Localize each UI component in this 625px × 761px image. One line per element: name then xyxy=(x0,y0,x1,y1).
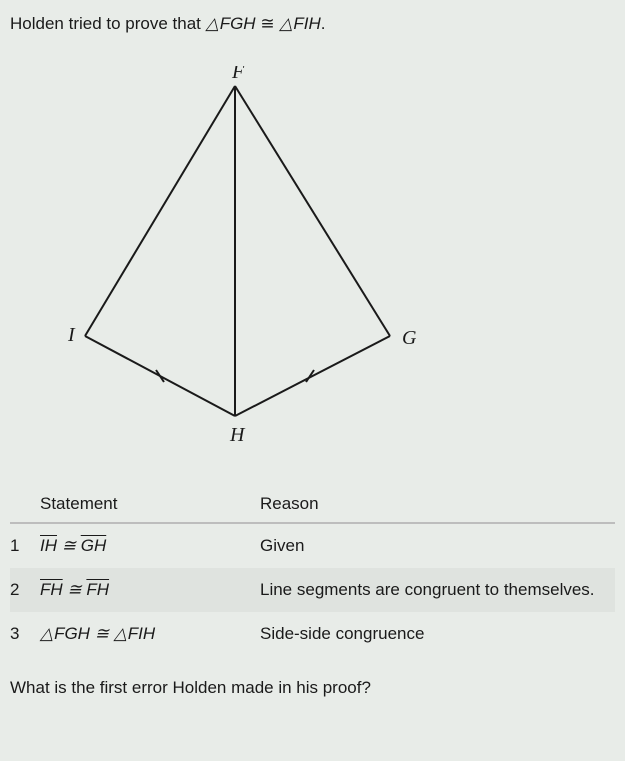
proof-table-header: Statement Reason xyxy=(10,486,615,524)
geometry-diagram: F I H G xyxy=(10,66,615,446)
problem-prefix: Holden tried to prove that xyxy=(10,14,206,33)
triangle-svg: F I H G xyxy=(10,66,460,446)
cong-3: ≅ xyxy=(95,624,109,643)
statement-1: IH ≅ GH xyxy=(40,536,260,556)
svg-text:H: H xyxy=(229,424,246,446)
seg-gh: GH xyxy=(81,536,107,555)
tri-fgh: FGH xyxy=(40,624,90,643)
col-num-header xyxy=(10,494,40,514)
seg-ih: IH xyxy=(40,536,57,555)
triangle-fgh: FGH xyxy=(206,14,256,33)
problem-text: Holden tried to prove that FGH ≅ FIH. xyxy=(10,12,615,36)
table-row: 1 IH ≅ GH Given xyxy=(10,524,615,568)
reason-2: Line segments are congruent to themselve… xyxy=(260,580,615,600)
seg-fh: FH xyxy=(40,580,63,599)
statement-3: FGH ≅ FIH xyxy=(40,624,260,644)
cong-2: ≅ xyxy=(67,580,81,599)
row-num: 3 xyxy=(10,624,40,644)
triangle-fih: FIH xyxy=(279,14,320,33)
tri-fih: FIH xyxy=(114,624,155,643)
svg-text:F: F xyxy=(231,66,245,83)
reason-1: Given xyxy=(260,536,615,556)
congruent-symbol: ≅ xyxy=(260,14,274,33)
table-row: 3 FGH ≅ FIH Side-side congruence xyxy=(10,612,615,656)
question-text: What is the first error Holden made in h… xyxy=(10,678,615,698)
col-statement-header: Statement xyxy=(40,494,260,514)
row-num: 1 xyxy=(10,536,40,556)
seg-fh2: FH xyxy=(86,580,109,599)
reason-3: Side-side congruence xyxy=(260,624,615,644)
col-reason-header: Reason xyxy=(260,494,615,514)
statement-2: FH ≅ FH xyxy=(40,580,260,600)
period: . xyxy=(321,14,326,33)
row-num: 2 xyxy=(10,580,40,600)
svg-text:I: I xyxy=(67,324,76,346)
table-row: 2 FH ≅ FH Line segments are congruent to… xyxy=(10,568,615,612)
svg-text:G: G xyxy=(402,327,417,349)
cong-1: ≅ xyxy=(62,536,76,555)
